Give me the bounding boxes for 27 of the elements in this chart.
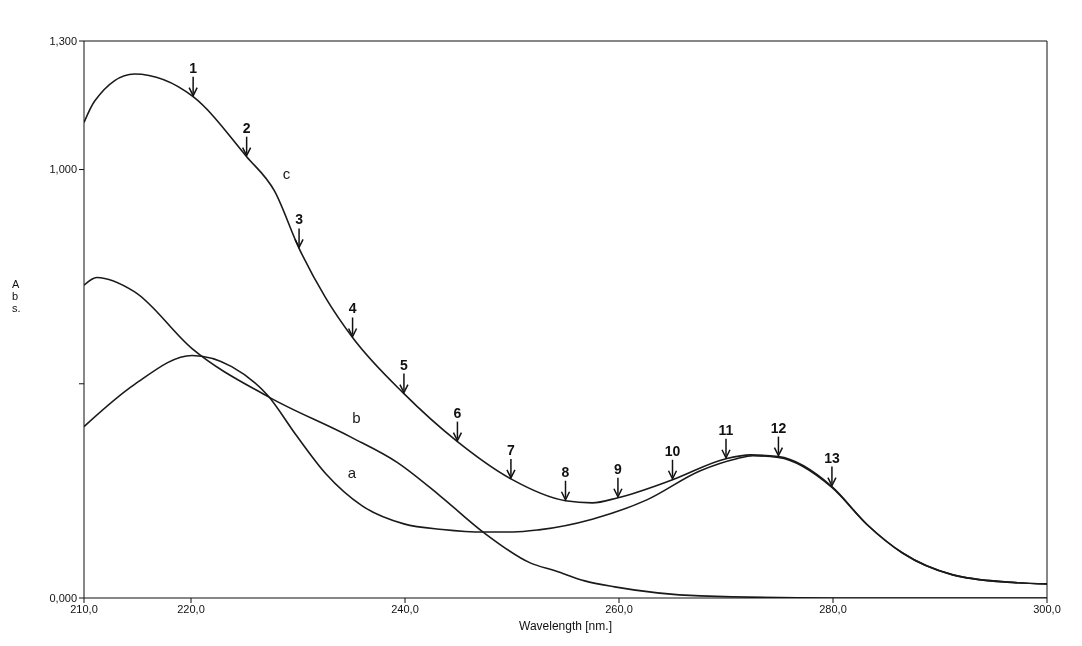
series-label: a (347, 463, 357, 481)
series-label: c (282, 164, 291, 182)
x-tick-label: 260,0 (605, 602, 633, 615)
annotation: 11 (718, 421, 734, 438)
x-tick-label: 220,0 (177, 602, 205, 615)
y-tick-label: 1,300 (49, 34, 77, 47)
y-tick-label: 1,000 (49, 163, 77, 176)
annotation: 12 (770, 419, 787, 436)
annotation: 10 (664, 442, 681, 459)
x-tick-label: 210,0 (70, 602, 98, 615)
series-label: b (352, 408, 361, 426)
annotation: 9 (614, 460, 623, 477)
annotation: 13 (824, 449, 840, 466)
annotation: 8 (561, 463, 570, 480)
annotation: 1 (189, 59, 198, 76)
annotation: 2 (242, 119, 251, 136)
annotation: 4 (348, 300, 357, 317)
annotation: 3 (295, 211, 304, 228)
annotation: 6 (453, 404, 462, 421)
annotation: 7 (507, 441, 516, 458)
y-axis-title: Abs. (12, 278, 21, 314)
y-tick-label: 0,000 (49, 591, 77, 604)
x-tick-label: 240,0 (391, 602, 419, 615)
x-tick-label: 300,0 (1033, 602, 1061, 615)
annotation: 5 (400, 356, 409, 373)
x-tick-label: 280,0 (819, 602, 847, 615)
x-axis-title: Wavelength [nm.] (519, 619, 612, 633)
